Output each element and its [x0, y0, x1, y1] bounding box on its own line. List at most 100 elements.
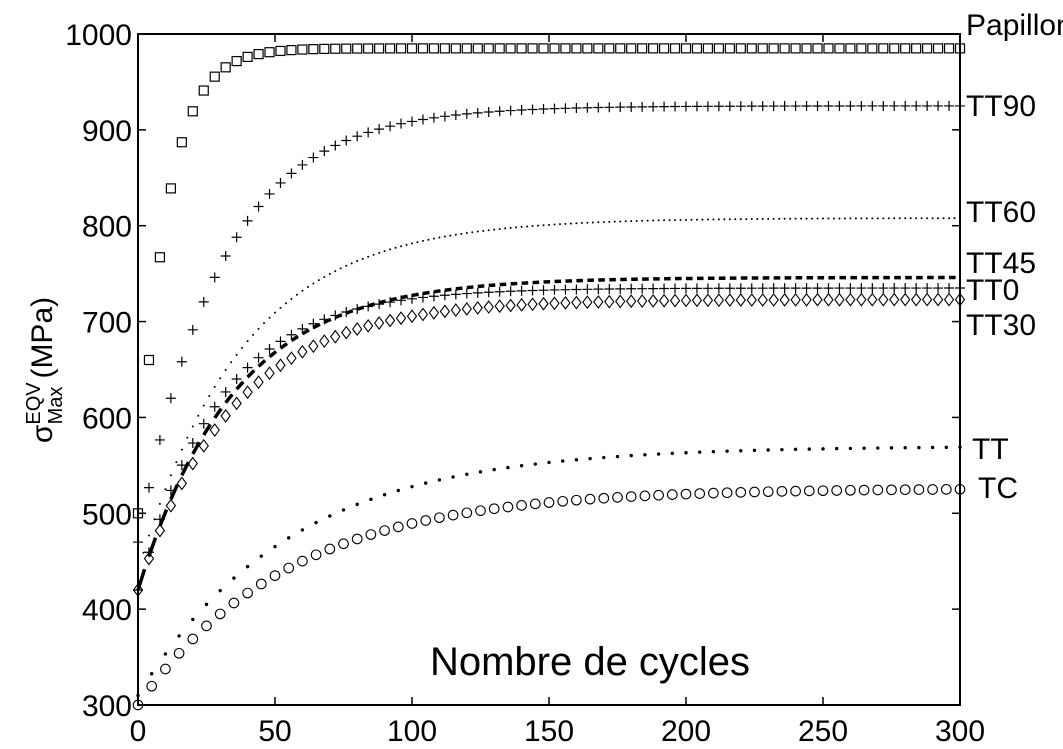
square-mark — [231, 55, 242, 67]
dot-mark — [920, 217, 923, 220]
plus-mark — [319, 314, 330, 325]
dot-mark — [492, 467, 496, 472]
dash-mark — [433, 289, 441, 294]
dot-mark — [615, 454, 620, 459]
dot-mark — [334, 270, 337, 273]
dot-mark — [822, 217, 824, 220]
diamond-mark — [823, 292, 834, 307]
diamond-mark — [428, 305, 440, 320]
circle-mark — [461, 507, 473, 519]
series-label-tt90: TT90 — [966, 90, 1036, 123]
diamond-mark — [231, 396, 242, 411]
plus-mark — [856, 283, 867, 294]
dot-mark — [245, 564, 250, 569]
dot-mark — [635, 219, 638, 222]
plus-mark — [735, 283, 746, 294]
dot-mark — [701, 218, 704, 221]
square-mark — [593, 43, 604, 54]
square-mark — [560, 43, 571, 54]
plus-mark — [187, 438, 198, 449]
plus-mark — [494, 286, 505, 297]
dot-mark — [506, 465, 510, 470]
circle-mark — [529, 498, 541, 510]
dash-mark — [323, 317, 332, 324]
dash-mark — [466, 285, 474, 290]
square-mark — [286, 44, 297, 56]
dot-mark — [862, 446, 866, 450]
dash-mark — [422, 290, 430, 296]
square-mark — [845, 43, 856, 54]
dot-mark — [312, 282, 315, 285]
dot-mark — [191, 425, 194, 428]
plus-mark — [483, 107, 494, 118]
diamond-mark — [680, 293, 692, 308]
diamond-mark — [921, 292, 933, 307]
series-label-papillon: Papillon — [966, 9, 1063, 42]
dot-mark — [663, 219, 666, 222]
dot-mark — [586, 221, 589, 224]
dot-mark — [591, 221, 594, 224]
circle-mark — [598, 492, 610, 504]
dot-mark — [465, 232, 468, 235]
dash-mark — [389, 296, 398, 302]
y-tick-label: 600 — [82, 402, 132, 435]
diamond-mark — [220, 409, 231, 423]
x-tick-label: 0 — [130, 715, 147, 748]
dot-mark — [177, 634, 181, 638]
dot-mark — [706, 218, 709, 221]
dot-mark — [756, 217, 759, 220]
plus-mark — [297, 323, 308, 334]
dot-mark — [685, 218, 687, 221]
dot-mark — [493, 228, 496, 231]
dot-mark — [378, 251, 381, 254]
dot-mark — [526, 225, 529, 228]
circle-mark — [214, 608, 226, 620]
dot-mark — [263, 322, 266, 325]
dot-mark — [290, 297, 293, 300]
plus-mark — [341, 306, 352, 317]
dot-mark — [944, 445, 948, 450]
dot-mark — [438, 236, 441, 239]
plus-mark — [417, 292, 428, 303]
dot-mark — [356, 260, 359, 263]
dot-mark — [197, 414, 200, 417]
circle-mark — [680, 488, 692, 500]
dot-mark — [646, 219, 649, 222]
dot-mark — [241, 346, 244, 349]
plus-mark — [505, 286, 516, 297]
dot-mark — [917, 445, 921, 450]
dot-mark — [725, 449, 729, 453]
dot-mark — [580, 222, 583, 225]
circle-mark — [516, 500, 527, 511]
square-mark — [264, 47, 275, 58]
dot-mark — [451, 475, 455, 479]
diamond-mark — [527, 297, 538, 312]
square-mark — [735, 43, 746, 54]
plus-mark — [242, 215, 253, 226]
circle-mark — [625, 491, 637, 502]
dot-mark — [953, 217, 956, 220]
dot-mark — [876, 446, 880, 450]
dot-mark — [300, 528, 305, 532]
dot-mark — [679, 218, 682, 221]
square-mark — [132, 508, 144, 519]
series-marks — [132, 43, 966, 711]
diamond-mark — [176, 476, 188, 491]
y-axis-sup: EQV — [23, 382, 45, 425]
diamond-mark — [165, 498, 177, 513]
circle-mark — [434, 512, 445, 524]
diamond-mark — [768, 292, 779, 307]
dot-mark — [465, 472, 469, 477]
plus-mark — [834, 283, 845, 294]
dot-mark — [772, 217, 775, 220]
dot-mark — [761, 217, 764, 220]
dot-mark — [668, 219, 671, 222]
dot-mark — [728, 218, 731, 221]
plus-mark — [231, 232, 242, 243]
plus-mark — [209, 272, 220, 283]
dash-mark — [213, 407, 223, 419]
square-mark — [242, 51, 253, 62]
dash-mark — [411, 292, 419, 298]
dot-mark — [137, 569, 139, 572]
square-mark — [406, 43, 418, 54]
